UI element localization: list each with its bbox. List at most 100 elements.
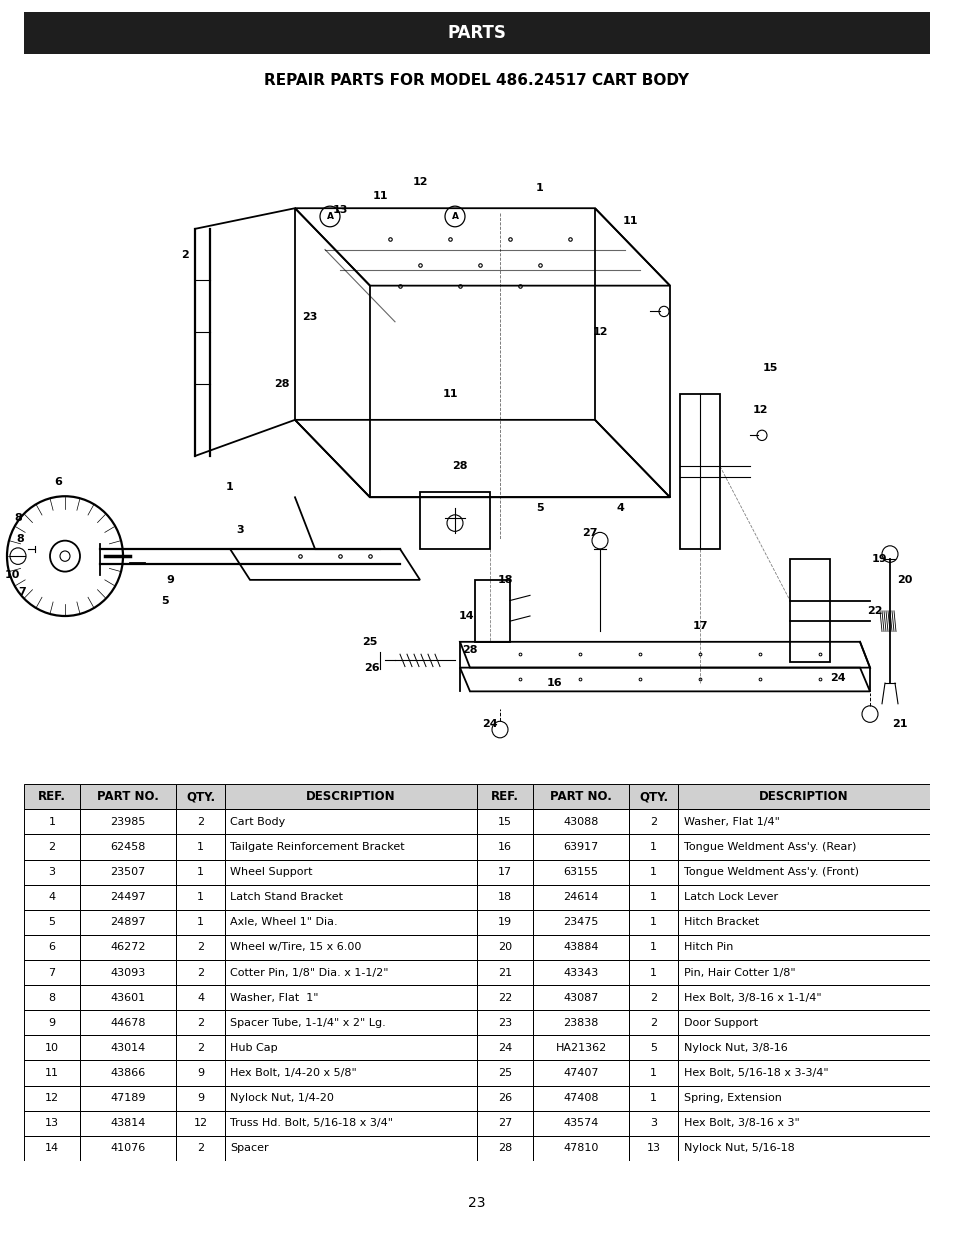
Bar	[225, 1110, 476, 1136]
Text: PART NO.: PART NO.	[97, 790, 159, 803]
Text: Latch Stand Bracket: Latch Stand Bracket	[231, 892, 343, 903]
Text: Hitch Bracket: Hitch Bracket	[683, 918, 758, 927]
Text: 9: 9	[49, 1018, 55, 1028]
Text: 9: 9	[166, 574, 173, 585]
Text: PART NO.: PART NO.	[550, 790, 612, 803]
Bar	[476, 1061, 533, 1086]
Text: 41076: 41076	[111, 1144, 146, 1153]
Bar	[533, 1110, 629, 1136]
Text: QTY.: QTY.	[186, 790, 215, 803]
Text: PARTS: PARTS	[447, 25, 506, 42]
Text: Wheel Support: Wheel Support	[231, 867, 313, 877]
Text: 20: 20	[497, 942, 512, 952]
Text: 21: 21	[891, 720, 907, 730]
Bar	[678, 935, 929, 960]
Text: 43884: 43884	[563, 942, 598, 952]
Text: 5: 5	[49, 918, 55, 927]
Text: Hex Bolt, 1/4-20 x 5/8": Hex Bolt, 1/4-20 x 5/8"	[231, 1068, 356, 1078]
Text: 21: 21	[497, 967, 512, 978]
Text: 2: 2	[49, 842, 55, 852]
Bar	[678, 835, 929, 860]
Text: REPAIR PARTS FOR MODEL 486.24517 CART BODY: REPAIR PARTS FOR MODEL 486.24517 CART BO…	[264, 73, 689, 88]
Text: Tongue Weldment Ass'y. (Rear): Tongue Weldment Ass'y. (Rear)	[683, 842, 855, 852]
Text: 15: 15	[497, 816, 512, 827]
Text: Pin, Hair Cotter 1/8": Pin, Hair Cotter 1/8"	[683, 967, 795, 978]
Bar	[225, 960, 476, 986]
Text: 15: 15	[761, 363, 777, 373]
Text: 43014: 43014	[111, 1042, 146, 1053]
Text: 7: 7	[18, 588, 26, 598]
Text: 2: 2	[197, 967, 204, 978]
Text: 23: 23	[302, 311, 317, 321]
Text: 9: 9	[197, 1093, 204, 1103]
Bar	[533, 935, 629, 960]
Bar	[176, 1086, 225, 1110]
Text: 28: 28	[274, 379, 290, 389]
Text: 1: 1	[650, 867, 657, 877]
Text: 11: 11	[621, 216, 638, 226]
Text: Nylock Nut, 5/16-18: Nylock Nut, 5/16-18	[683, 1144, 794, 1153]
Text: 24: 24	[829, 673, 845, 683]
Text: 43343: 43343	[563, 967, 598, 978]
Text: 43866: 43866	[111, 1068, 146, 1078]
Text: 1: 1	[650, 918, 657, 927]
Text: 27: 27	[497, 1118, 512, 1129]
Text: 9: 9	[197, 1068, 204, 1078]
Bar	[176, 784, 225, 809]
Bar	[533, 1086, 629, 1110]
Bar	[80, 1136, 176, 1161]
Text: Washer, Flat 1/4": Washer, Flat 1/4"	[683, 816, 779, 827]
Text: Hex Bolt, 3/8-16 x 3": Hex Bolt, 3/8-16 x 3"	[683, 1118, 799, 1129]
Bar	[176, 1136, 225, 1161]
Bar	[476, 910, 533, 935]
Bar	[24, 960, 80, 986]
Text: 1: 1	[197, 892, 204, 903]
Bar	[476, 935, 533, 960]
Text: DESCRIPTION: DESCRIPTION	[306, 790, 395, 803]
Bar	[176, 1010, 225, 1035]
Text: 6: 6	[49, 942, 55, 952]
Bar	[629, 1061, 678, 1086]
Text: 43601: 43601	[111, 993, 146, 1003]
Text: 24614: 24614	[563, 892, 598, 903]
Text: 63155: 63155	[563, 867, 598, 877]
Text: 3: 3	[49, 867, 55, 877]
Text: 22: 22	[497, 993, 512, 1003]
Text: 28: 28	[497, 1144, 512, 1153]
Bar	[80, 1061, 176, 1086]
Bar	[24, 1010, 80, 1035]
Bar	[533, 986, 629, 1010]
Text: 4: 4	[197, 993, 204, 1003]
Text: 43574: 43574	[563, 1118, 598, 1129]
Text: 16: 16	[497, 842, 512, 852]
Text: 18: 18	[497, 892, 512, 903]
Text: 20: 20	[897, 574, 912, 585]
Bar	[80, 1086, 176, 1110]
Text: 25: 25	[362, 637, 377, 647]
Bar	[80, 1035, 176, 1061]
Text: 23838: 23838	[563, 1018, 598, 1028]
Text: 43087: 43087	[563, 993, 598, 1003]
Bar	[24, 986, 80, 1010]
Bar	[225, 986, 476, 1010]
Bar	[176, 935, 225, 960]
Bar	[533, 1010, 629, 1035]
Bar	[629, 986, 678, 1010]
Bar	[80, 960, 176, 986]
Text: 24497: 24497	[111, 892, 146, 903]
Text: 1: 1	[650, 1068, 657, 1078]
Text: 26: 26	[497, 1093, 512, 1103]
Text: Spring, Extension: Spring, Extension	[683, 1093, 781, 1103]
Text: 23507: 23507	[111, 867, 146, 877]
Bar	[225, 784, 476, 809]
Bar	[678, 784, 929, 809]
Bar	[678, 1061, 929, 1086]
Text: 1: 1	[226, 482, 233, 492]
Text: 43093: 43093	[111, 967, 146, 978]
Text: 5: 5	[650, 1042, 657, 1053]
Bar	[80, 884, 176, 910]
Text: 12: 12	[412, 178, 427, 188]
Text: 19: 19	[871, 555, 887, 564]
Text: 47810: 47810	[563, 1144, 598, 1153]
Text: 13: 13	[332, 205, 347, 215]
